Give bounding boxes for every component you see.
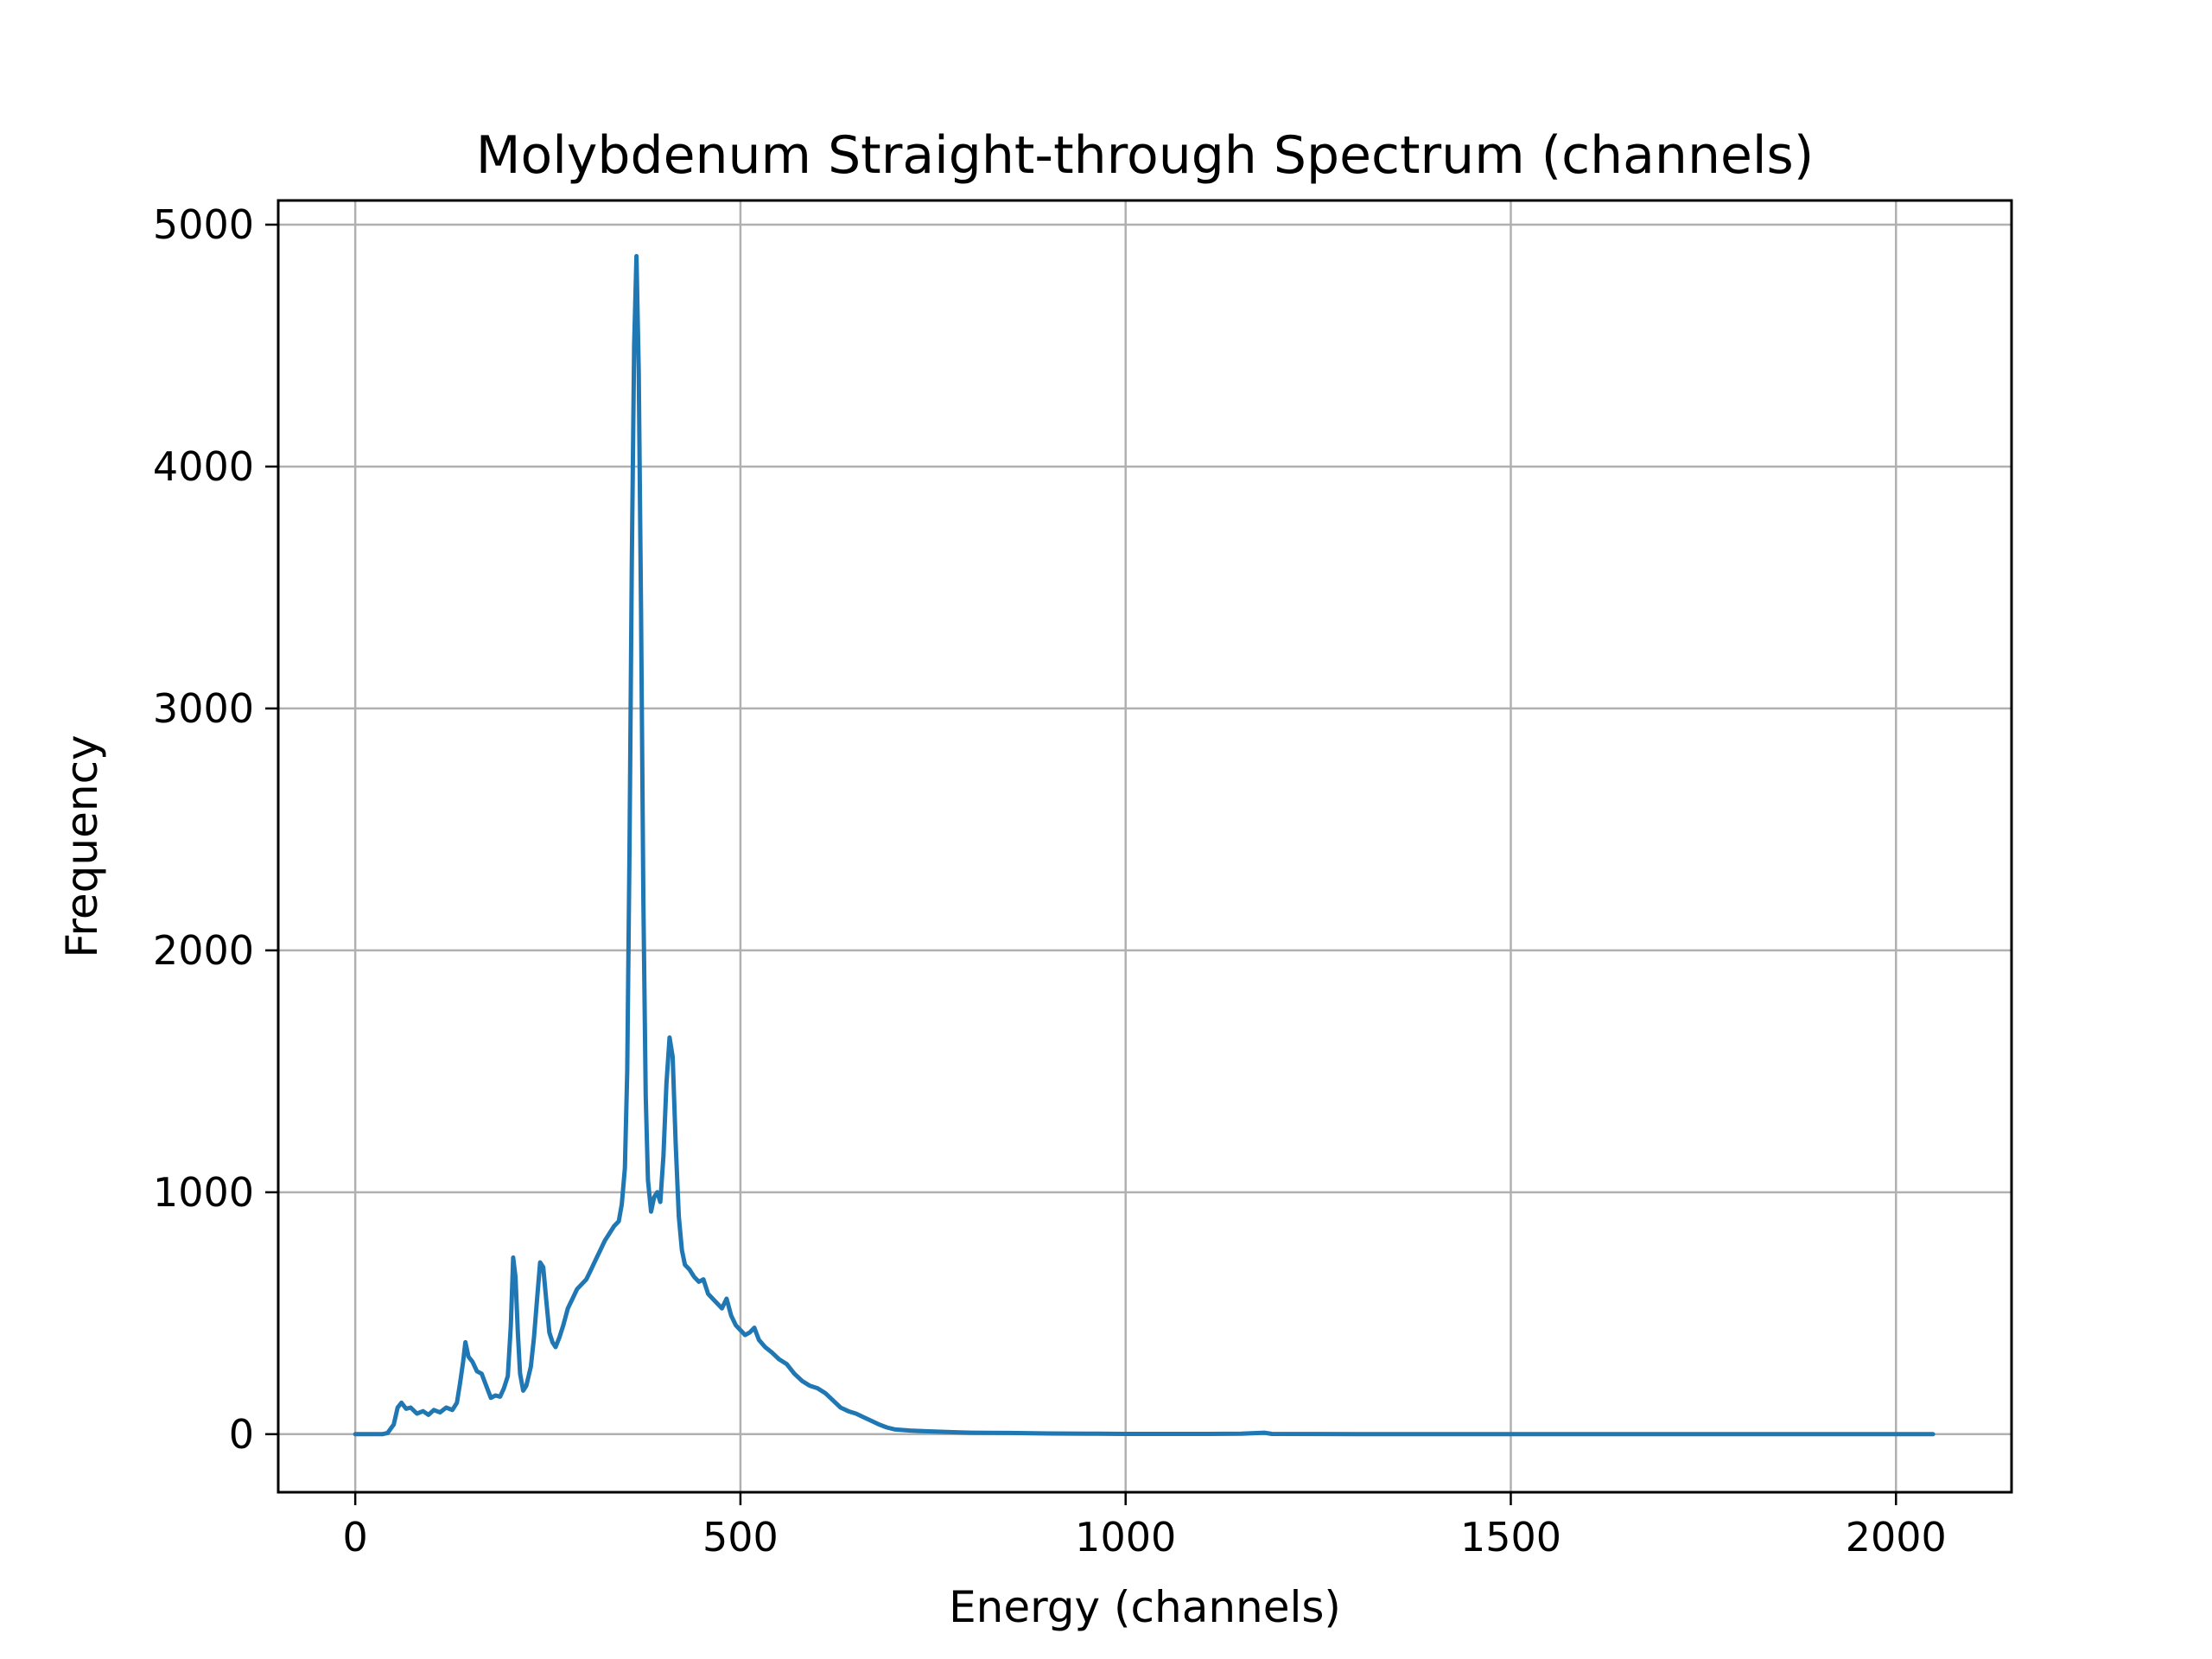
y-tick-label: 3000 bbox=[153, 685, 254, 732]
series-line bbox=[353, 253, 1936, 1437]
y-tick-label: 0 bbox=[229, 1411, 254, 1458]
series-layer bbox=[353, 253, 1936, 1437]
plot-frame bbox=[276, 199, 2013, 1494]
x-tick-label: 2000 bbox=[1846, 1514, 1947, 1560]
x-tick-label: 1000 bbox=[1075, 1514, 1176, 1560]
y-tick-label: 5000 bbox=[153, 201, 254, 248]
chart-title: Molybdenum Straight-through Spectrum (ch… bbox=[476, 125, 1814, 186]
x-axis-label: Energy (channels) bbox=[949, 1582, 1341, 1632]
y-axis-label: Frequency bbox=[57, 734, 107, 957]
y-tick-label: 1000 bbox=[153, 1169, 254, 1216]
y-axis-ticks: 0 1000 2000 3000 4000 5000 bbox=[153, 201, 278, 1458]
y-tick-label: 2000 bbox=[153, 927, 254, 974]
x-axis-ticks: 0 500 1000 1500 2000 bbox=[343, 1492, 1947, 1560]
x-tick-label: 1500 bbox=[1460, 1514, 1561, 1560]
x-tick-label: 0 bbox=[343, 1514, 368, 1560]
y-tick-label: 4000 bbox=[153, 443, 254, 490]
x-tick-label: 500 bbox=[702, 1514, 779, 1560]
